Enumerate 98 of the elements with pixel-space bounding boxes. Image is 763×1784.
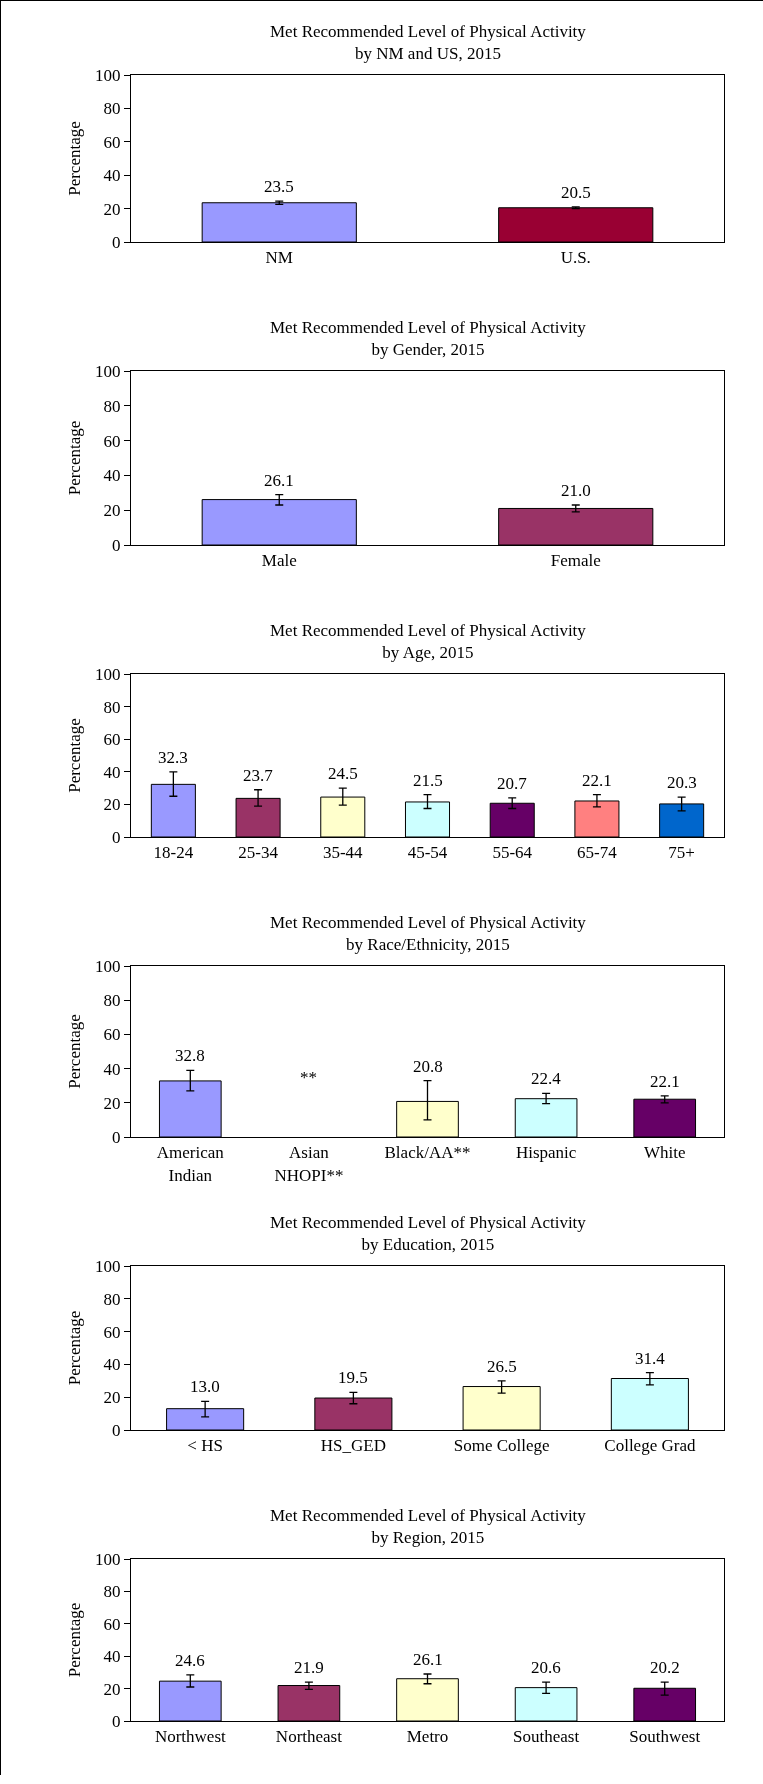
data-label: 26.1 [413,1650,443,1669]
y-tick-label: 0 [112,827,121,847]
data-label: 21.9 [294,1658,324,1677]
data-label: 22.1 [582,771,612,790]
y-tick-label: 60 [103,730,121,750]
y-tick-label: 60 [103,1025,121,1045]
y-tick-label: 80 [103,1582,121,1602]
y-tick-label: 100 [95,65,121,85]
y-tick-label: 20 [103,1388,121,1408]
data-label: 13.0 [190,1377,220,1396]
x-tick-label: HS_GED [320,1436,386,1456]
data-label: 20.7 [497,774,528,793]
y-tick-label: 0 [112,1711,121,1731]
x-tick-label: Southeast [513,1727,580,1747]
y-tick-label: 0 [112,232,121,252]
x-tick-label: Southwest [629,1727,701,1747]
y-axis-title: Percentage [64,718,84,793]
data-label: 23.5 [264,177,294,196]
y-tick-label: 0 [112,1127,121,1147]
data-label: 20.3 [667,773,697,792]
x-tick-label: 35-44 [322,843,364,863]
y-tick-label: 0 [112,535,121,555]
y-axis-title: Percentage [64,1014,84,1089]
data-label: 21.5 [413,771,443,790]
data-label: 20.8 [413,1057,443,1076]
chart-title: Met Recommended Level of Physical Activity by Race/Ethnicity, 2015 [270,913,587,955]
x-tick-label: 55-64 [492,843,533,863]
data-label: 31.4 [635,1349,666,1368]
x-tick-label: Hispanic [515,1143,577,1163]
x-tick-label: 65-74 [577,843,618,863]
y-tick-label: 80 [103,99,121,119]
x-tick-label: 45-54 [407,843,448,863]
chart-title: Met Recommended Level of Physical Activity by Region, 2015 [270,1506,587,1548]
data-label: 32.8 [175,1046,205,1065]
y-tick-label: 100 [95,664,121,684]
y-tick-label: 60 [103,1614,121,1634]
y-tick-label: 80 [103,1289,121,1309]
y-tick-label: 20 [103,501,121,521]
x-tick-label: Male [261,551,297,571]
x-tick-label: NM [265,248,293,268]
chart-title: Met Recommended Level of Physical Activity by Age, 2015 [270,621,587,663]
data-label: 21.0 [561,481,591,500]
x-tick-label: 25-34 [238,843,279,863]
x-tick-label: Black/AA** [384,1143,471,1163]
x-tick-label: College Grad [604,1436,696,1456]
x-tick-label: Some College [453,1436,550,1456]
y-tick-label: 0 [112,1420,121,1440]
data-label: 24.5 [328,764,358,783]
y-tick-label: 60 [103,1322,121,1342]
y-tick-label: 100 [95,1549,121,1569]
x-tick-label: White [643,1143,686,1163]
y-tick-label: 100 [95,956,121,976]
x-tick-label: < HS [187,1436,223,1456]
x-tick-label: Female [550,551,601,571]
x-tick-label: 18-24 [153,843,194,863]
data-label: 22.1 [650,1072,680,1091]
annotation: ** [300,1068,317,1087]
data-label: 20.5 [561,183,591,202]
y-axis-title: Percentage [64,1602,84,1678]
y-axis-title: Percentage [64,1310,84,1386]
data-label: 24.6 [175,1651,205,1670]
y-tick-label: 80 [103,396,121,416]
x-tick-label: Northwest [154,1727,226,1747]
data-label: 26.5 [487,1357,517,1376]
y-tick-label: 60 [103,431,121,451]
y-tick-label: 100 [95,361,121,381]
chart-title: Met Recommended Level of Physical Activity by Gender, 2015 [270,318,587,360]
y-tick-label: 100 [95,1256,121,1276]
y-tick-label: 40 [103,1647,121,1667]
data-label: 26.1 [264,471,294,490]
x-tick-label: U.S. [560,248,591,268]
y-axis-title: Percentage [64,420,84,496]
y-tick-label: 40 [103,762,121,782]
data-label: 19.5 [338,1368,368,1387]
data-label: 32.3 [158,748,188,767]
data-label: 23.7 [243,766,274,785]
y-tick-label: 20 [103,795,121,815]
x-tick-label: 75+ [668,843,695,863]
data-label: 20.2 [650,1658,680,1677]
x-tick-label: Metro [406,1727,449,1747]
y-tick-label: 20 [103,1093,121,1113]
y-tick-label: 40 [103,1059,121,1079]
y-axis-title: Percentage [64,121,84,196]
y-tick-label: 80 [103,697,121,717]
data-label: 20.6 [531,1658,561,1677]
y-tick-label: 40 [103,466,121,486]
y-tick-label: 40 [103,1355,121,1375]
chart-title: Met Recommended Level of Physical Activity by Education, 2015 [270,1213,587,1255]
y-tick-label: 20 [103,199,121,219]
data-label: 22.4 [531,1069,562,1088]
x-tick-label: Northeast [275,1727,343,1747]
chart-title: Met Recommended Level of Physical Activity by NM and US, 2015 [270,22,587,64]
x-tick-label: Asian NHOPI** [274,1143,344,1185]
x-tick-label: American Indian [156,1143,225,1185]
y-tick-label: 20 [103,1679,121,1699]
y-tick-label: 60 [103,132,121,152]
y-tick-label: 80 [103,991,121,1011]
y-tick-label: 40 [103,166,121,186]
